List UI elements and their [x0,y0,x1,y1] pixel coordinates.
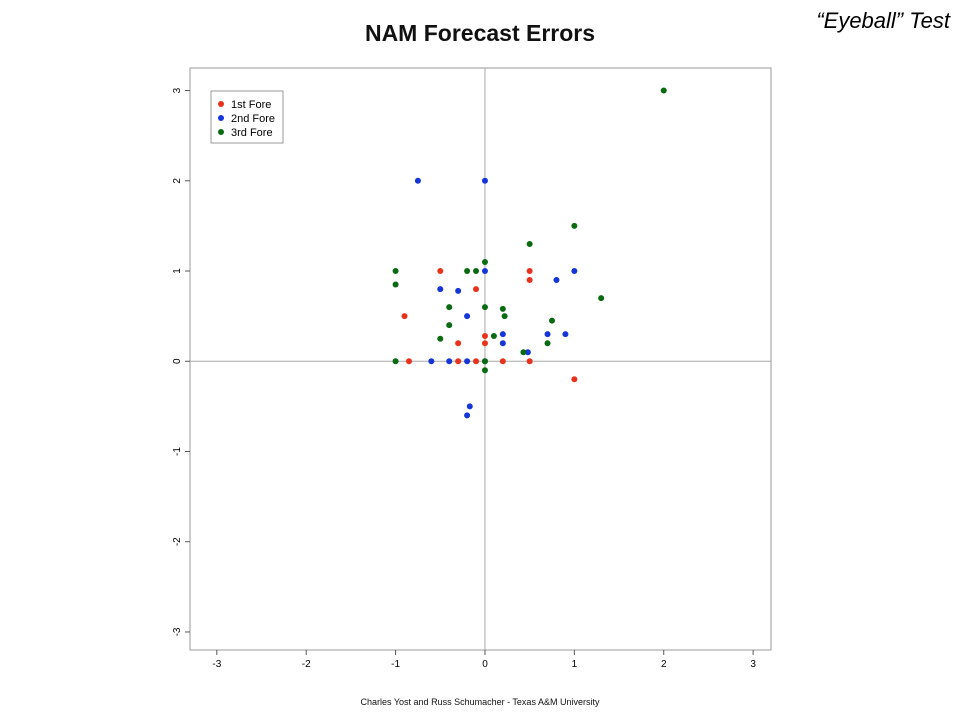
point-series-3 [464,268,471,275]
point-series-2 [499,340,506,347]
y-axis: -3 -2 -1 0 1 2 3 [172,87,190,636]
point-series-2 [544,331,551,338]
legend: 1st Fore 2nd Fore 3rd Fore [210,90,284,144]
point-series-3 [520,349,527,356]
point-series-1 [405,358,412,365]
y-tick-label: 2 [172,178,183,184]
reference-lines [190,68,771,650]
x-tick-label: -2 [302,659,311,670]
point-series-3 [392,268,399,275]
point-series-2 [428,358,435,365]
point-series-3 [481,259,488,265]
x-tick-label: 3 [750,659,756,670]
point-series-2 [481,268,488,275]
legend-marker [218,115,224,121]
point-series-1 [481,332,488,339]
y-tick-label: -2 [172,537,183,546]
corner-label: “Eyeball” Test [816,8,950,33]
legend-label: 3rd Fore [231,127,273,139]
y-tick-label: 3 [172,87,183,93]
point-series-3 [446,304,453,311]
point-series-3 [473,268,480,275]
legend-marker [218,101,224,107]
point-series-1 [499,358,506,365]
point-series-1 [455,340,462,347]
point-series-2 [446,358,453,365]
legend-label: 1st Fore [231,99,271,111]
x-tick-label: 1 [572,659,578,670]
point-series-1 [526,268,533,275]
point-series-3 [392,358,399,365]
point-series-2 [437,286,444,293]
plot-frame [189,67,772,651]
point-series-3 [490,332,497,339]
y-tick-label: 1 [172,268,183,274]
point-series-2 [562,331,569,338]
point-series-3 [481,304,488,311]
point-series-3 [660,87,667,94]
point-series-2 [464,313,471,320]
point-series-1 [473,286,480,293]
point-series-3 [549,317,556,324]
point-series-2 [524,349,531,356]
data-points [392,87,667,419]
x-axis: -3 -2 -1 0 1 2 3 [212,650,756,670]
y-tick-label: -1 [172,447,183,456]
point-series-1 [437,268,444,275]
point-series-2 [414,177,421,184]
point-series-3 [481,367,488,374]
point-series-3 [544,340,551,347]
point-series-1 [571,376,578,383]
point-series-3 [571,222,578,229]
point-series-3 [501,313,508,320]
point-series-1 [455,358,462,365]
y-tick-label: -3 [172,627,183,636]
point-series-1 [526,358,533,365]
point-series-2 [481,177,488,184]
point-series-3 [526,240,533,247]
y-tick-label: 0 [172,358,183,364]
point-series-2 [455,287,462,294]
point-series-1 [473,358,480,365]
point-series-2 [466,403,473,410]
point-series-3 [446,322,453,329]
footer-credit: Charles Yost and Russ Schumacher - Texas… [360,697,600,707]
x-tick-label: -1 [391,659,400,670]
point-series-2 [571,268,578,275]
point-series-1 [526,277,533,284]
point-series-2 [499,331,506,338]
x-tick-label: 2 [661,659,667,670]
chart-title: NAM Forecast Errors [364,20,596,46]
point-series-1 [481,340,488,347]
legend-label: 2nd Fore [231,113,275,125]
point-series-3 [392,281,399,288]
point-series-3 [437,335,444,342]
point-series-3 [598,295,605,302]
point-series-2 [464,412,471,419]
point-series-2 [464,358,471,365]
point-series-2 [553,277,560,284]
point-series-1 [401,313,408,320]
x-tick-label: 0 [482,659,488,670]
x-tick-label: -3 [212,659,221,670]
point-series-3 [499,305,506,312]
point-series-3 [481,358,488,365]
legend-marker [218,129,224,135]
